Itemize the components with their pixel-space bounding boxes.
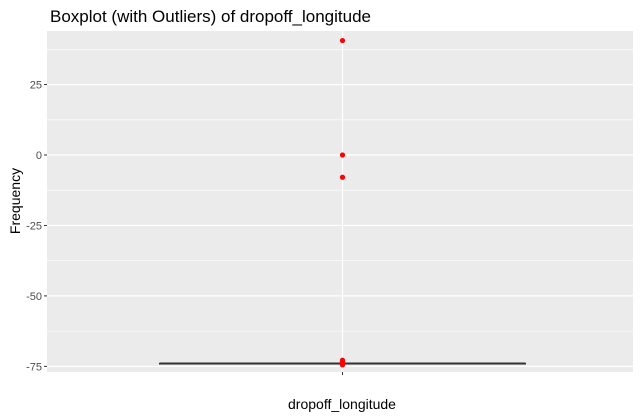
y-tick-label: -50 [26,291,42,303]
x-axis-title: dropoff_longitude [288,396,396,412]
y-axis: 25 0 -25 -50 -75 [26,80,47,373]
y-tick-label: 0 [36,150,42,162]
y-tick-label: -25 [26,220,42,232]
outlier-point [339,174,346,180]
y-tick-label: -75 [26,361,42,373]
grid-minor [47,49,633,332]
y-tick-label: 25 [30,80,42,92]
outlier-point [339,37,346,44]
outlier-point [339,152,346,158]
plot-panel [47,31,633,372]
y-axis-title: Frequency [7,168,23,234]
outliers [339,37,346,368]
chart-title: Boxplot (with Outliers) of dropoff_longi… [50,7,371,26]
outlier-point [339,362,346,368]
